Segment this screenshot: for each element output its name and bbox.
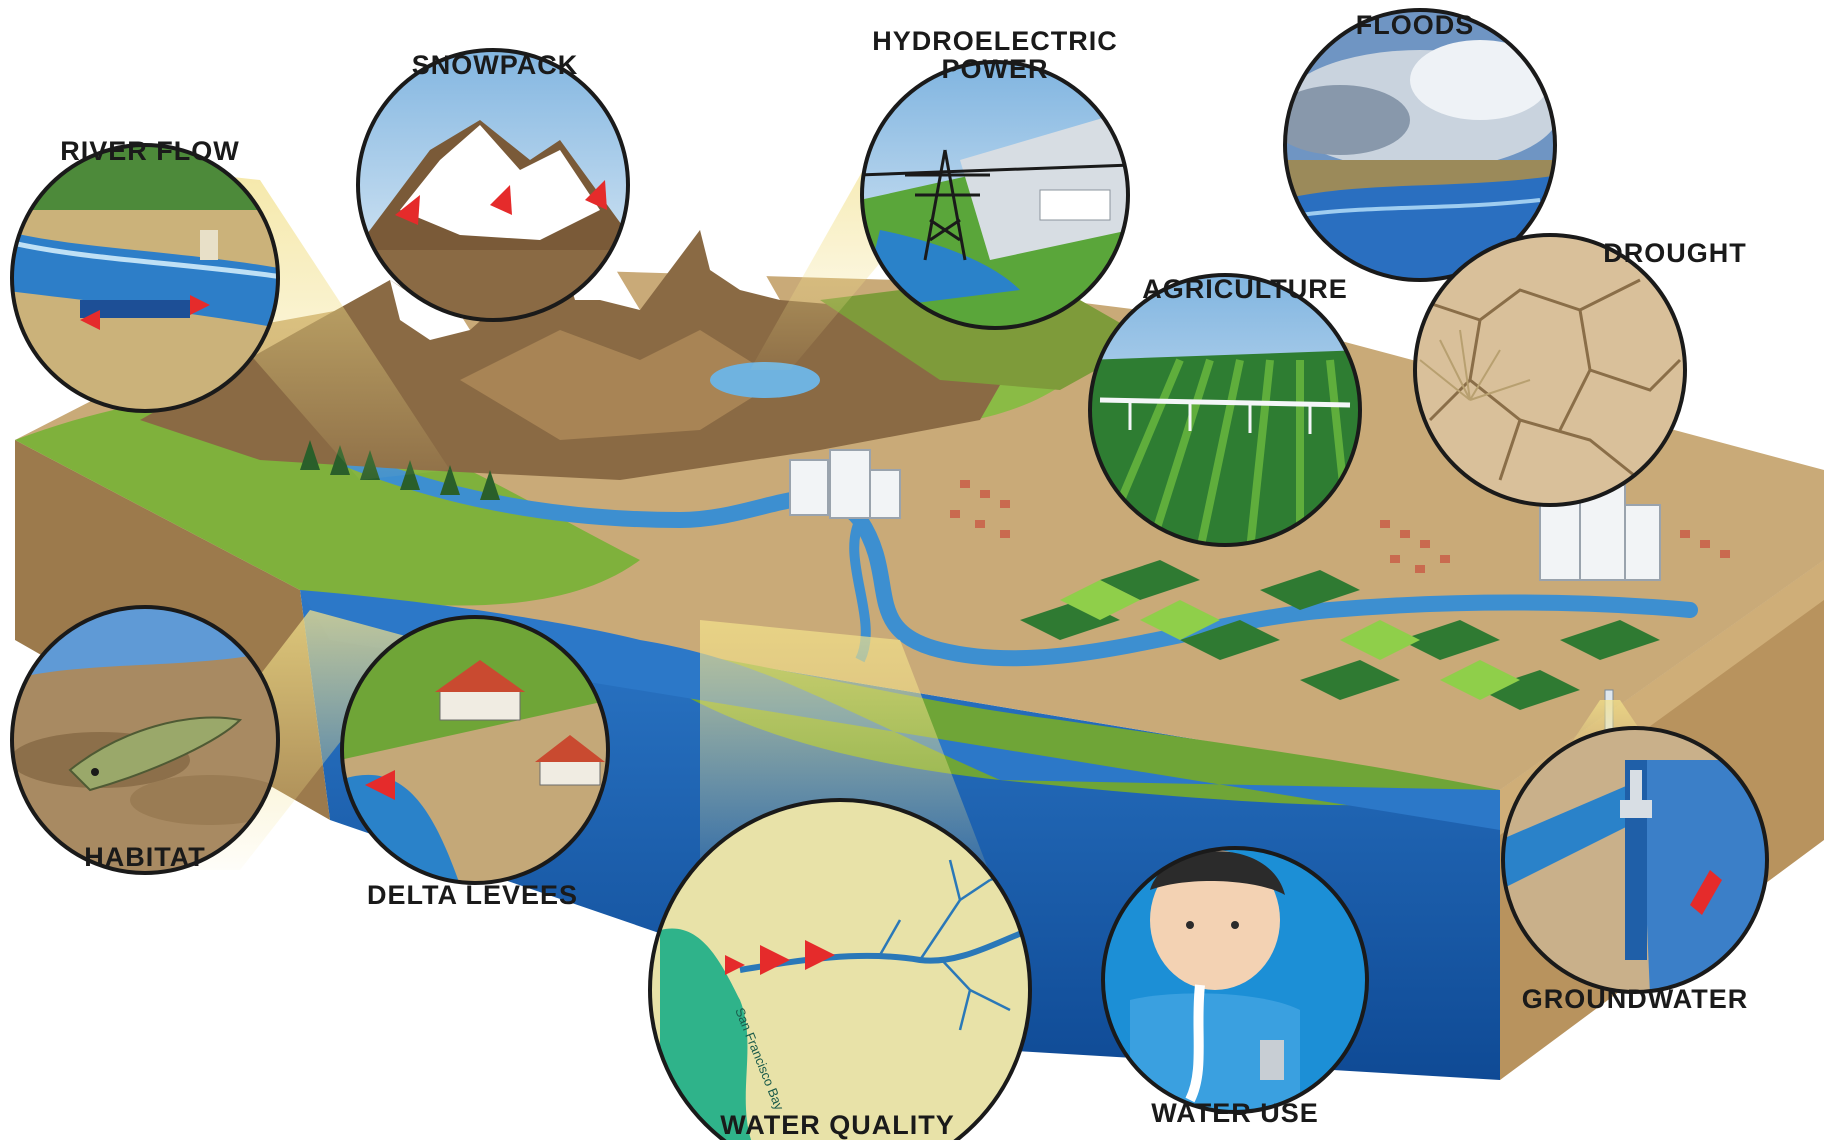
water-quality-label: WATER QUALITY bbox=[720, 1110, 955, 1140]
hydroelectric-label-line1: HYDROELECTRIC bbox=[872, 26, 1118, 56]
snowpack-label: SNOWPACK bbox=[411, 50, 579, 80]
drought-inset bbox=[1413, 233, 1687, 507]
snowpack-inset bbox=[356, 48, 630, 322]
water-use-inset bbox=[1101, 846, 1369, 1114]
hydroelectric-power-inset bbox=[860, 60, 1130, 330]
agriculture-label: AGRICULTURE bbox=[1142, 274, 1348, 304]
river-flow-inset bbox=[10, 143, 280, 413]
agriculture-inset bbox=[1088, 273, 1362, 547]
drought-label: DROUGHT bbox=[1603, 238, 1747, 268]
groundwater-inset bbox=[1501, 726, 1769, 994]
groundwater-label: GROUNDWATER bbox=[1521, 984, 1749, 1014]
hydroelectric-label-line2: POWER bbox=[941, 54, 1049, 84]
water-use-label: WATER USE bbox=[1151, 1098, 1319, 1128]
habitat-label: HABITAT bbox=[84, 842, 206, 872]
river-flow-label: RIVER FLOW bbox=[60, 136, 240, 166]
floods-label: FLOODS bbox=[1355, 10, 1475, 40]
delta-levees-inset bbox=[340, 615, 610, 885]
delta-levees-label: DELTA LEVEES bbox=[366, 880, 579, 910]
habitat-inset bbox=[10, 605, 280, 875]
water-quality-inset: San Francisco Bay bbox=[648, 798, 1032, 1140]
